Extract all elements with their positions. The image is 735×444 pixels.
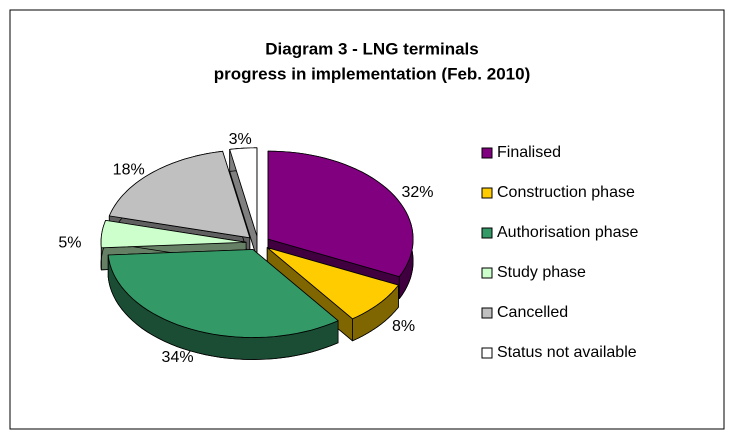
chart-title: Diagram 3 - LNG terminals	[265, 39, 479, 58]
legend-label: Cancelled	[497, 304, 568, 321]
slice	[229, 147, 258, 259]
legend-swatch	[481, 267, 493, 279]
legend-label: Authorisation phase	[497, 224, 639, 241]
data-label: 5%	[58, 234, 81, 251]
legend-label: Finalised	[497, 144, 561, 161]
legend-label: Study phase	[497, 264, 586, 281]
slice	[107, 249, 339, 360]
chart-title: progress in implementation (Feb. 2010)	[214, 64, 530, 83]
legend-swatch	[481, 227, 493, 239]
legend-label: Status not available	[497, 344, 637, 361]
data-label: 3%	[229, 131, 252, 148]
legend-swatch	[481, 187, 493, 199]
slice	[267, 150, 414, 299]
legend-swatch	[481, 147, 493, 159]
slice-top	[107, 249, 339, 338]
slice-top	[108, 150, 251, 239]
slice-top	[229, 147, 258, 237]
legend-swatch	[481, 307, 493, 319]
data-label: 32%	[401, 184, 433, 201]
data-label: 34%	[162, 349, 194, 366]
data-label: 18%	[113, 162, 145, 179]
data-label: 8%	[392, 318, 415, 335]
legend-label: Construction phase	[497, 184, 635, 201]
legend-swatch	[481, 347, 493, 359]
slice-top	[100, 220, 247, 249]
slice-top	[267, 150, 414, 277]
slice-top	[266, 247, 399, 320]
